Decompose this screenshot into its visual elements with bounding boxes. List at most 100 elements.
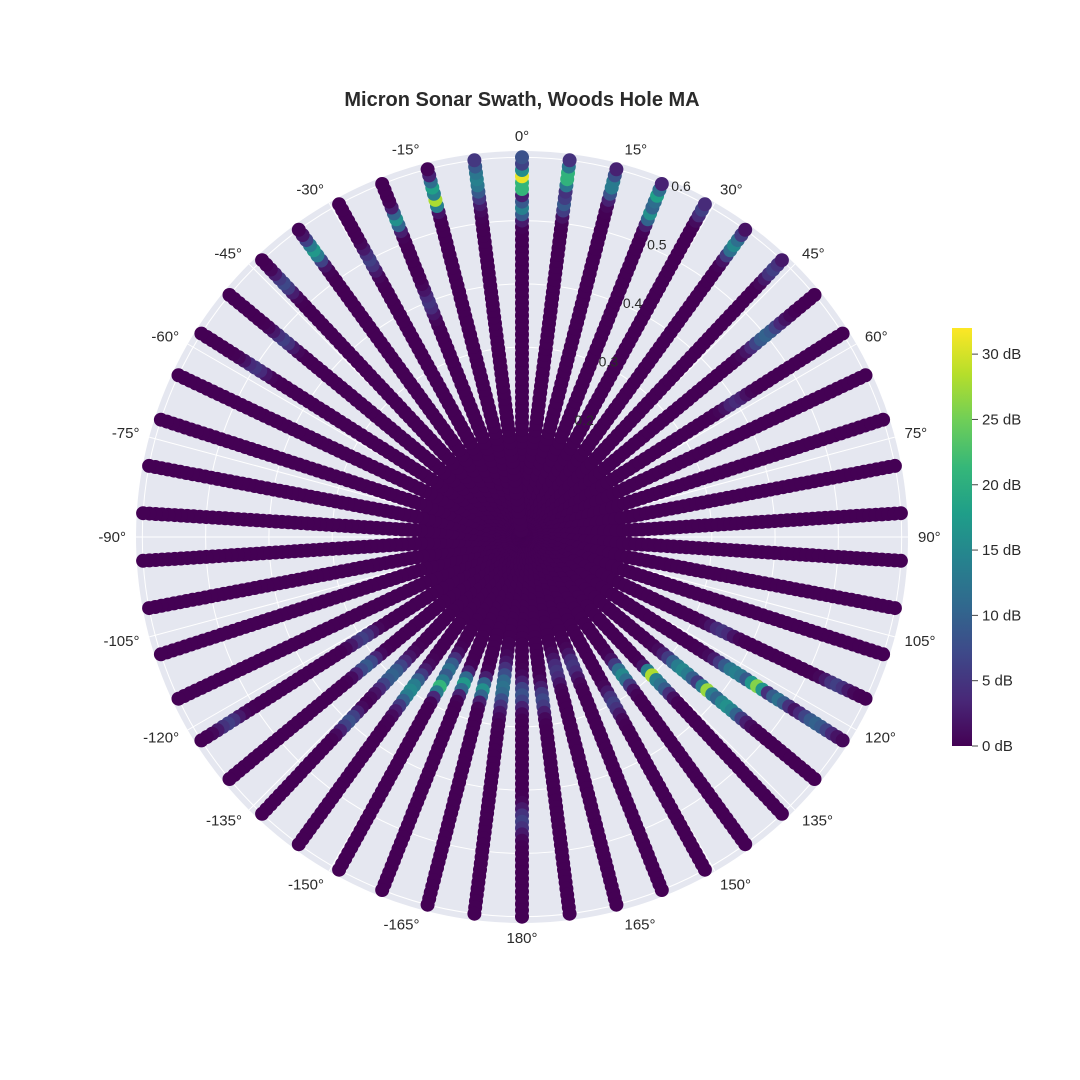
sonar-point <box>697 862 712 877</box>
sonar-point <box>171 368 186 383</box>
angular-tick-label: 135° <box>802 813 833 830</box>
sonar-point <box>562 906 577 921</box>
radial-tick-label: 0.4 <box>623 295 643 311</box>
angular-tick-label: -45° <box>214 246 242 263</box>
sonar-point <box>136 553 151 568</box>
angular-tick-label: 30° <box>720 182 743 199</box>
sonar-point <box>887 601 902 616</box>
angular-tick-label: 180° <box>506 930 537 947</box>
sonar-point <box>876 647 891 662</box>
radial-tick-label: 0.3 <box>599 354 619 370</box>
angular-tick-label: -75° <box>112 425 140 442</box>
radial-axis-labels: 0.2 0.3 0.4 0.5 0.6 <box>574 178 691 428</box>
sonar-point <box>332 862 347 877</box>
sonar-point <box>893 553 908 568</box>
radial-tick-label: 0.5 <box>647 237 667 253</box>
colorbar-tick-label: 5 dB <box>982 673 1013 690</box>
colorbar-tick-label: 15 dB <box>982 542 1021 559</box>
sonar-point <box>171 691 186 706</box>
angular-tick-label: -150° <box>288 876 324 893</box>
sonar-point <box>515 150 529 165</box>
sonar-point <box>222 772 237 786</box>
beam-37 <box>136 530 523 568</box>
colorbar-tick-label: 10 dB <box>982 607 1021 624</box>
angular-tick-label: -165° <box>383 916 419 933</box>
sonar-point <box>738 837 753 852</box>
sonar-point <box>153 412 168 427</box>
angular-tick-label: 150° <box>720 876 751 893</box>
beam-30 <box>291 535 526 852</box>
beam-34 <box>171 532 524 706</box>
sonar-point <box>774 806 789 821</box>
sonar-point <box>375 177 390 191</box>
angular-tick-label: 165° <box>625 916 656 933</box>
angular-tick-label: 60° <box>865 329 888 346</box>
sonar-point <box>467 906 482 921</box>
angular-tick-label: -120° <box>143 730 179 747</box>
radial-tick-label: 0.6 <box>671 178 691 194</box>
angular-axis-labels: 0° 15° 30° 45° 60° 75° 90° 105° 120° 135° 150° 165°… <box>98 128 940 947</box>
chart-title: Micron Sonar Swath, Woods Hole MA <box>344 89 699 111</box>
angular-tick-label: -135° <box>206 813 242 830</box>
angular-tick-label: 105° <box>905 633 936 650</box>
sonar-point <box>194 733 209 748</box>
beam-10 <box>521 412 891 542</box>
sonar-point <box>807 288 822 302</box>
beam-2 <box>516 162 624 538</box>
sonar-point <box>467 153 482 168</box>
angular-tick-label: 120° <box>865 730 896 747</box>
sonar-point <box>562 153 577 168</box>
sonar-point <box>835 326 850 341</box>
angular-tick-label: 90° <box>918 529 941 546</box>
sonar-point <box>609 162 624 177</box>
sonar-point <box>835 733 850 748</box>
sonar-point <box>375 883 390 897</box>
beam-47 <box>375 177 527 539</box>
beam-6 <box>519 253 789 540</box>
sonar-point <box>858 368 873 383</box>
colorbar-gradient <box>952 328 972 746</box>
sonar-point <box>136 506 151 521</box>
angular-tick-label: 15° <box>625 142 648 159</box>
colorbar-tick-label: 0 dB <box>982 738 1013 755</box>
sonar-point <box>893 506 908 521</box>
sonar-point <box>291 837 306 852</box>
sonar-point <box>142 601 157 616</box>
sonar-point <box>420 897 435 912</box>
angular-tick-label: 75° <box>905 425 928 442</box>
colorbar-ticks: 0 dB 5 dB 10 dB 15 dB 20 dB 25 dB 30 dB <box>972 346 1021 755</box>
sonar-point <box>887 458 902 473</box>
sonar-point <box>332 197 347 212</box>
sonar-point <box>807 772 822 786</box>
colorbar: 0 dB 5 dB 10 dB 15 dB 20 dB 25 dB 30 dB <box>952 328 1021 755</box>
angular-tick-label: -60° <box>151 329 179 346</box>
colorbar-tick-label: 20 dB <box>982 477 1021 494</box>
angular-tick-label: -15° <box>392 142 420 159</box>
sonar-point <box>858 691 873 706</box>
angular-tick-label: 45° <box>802 246 825 263</box>
sonar-point <box>515 909 529 924</box>
sonar-point <box>654 177 669 191</box>
sonar-point <box>609 897 624 912</box>
sonar-point <box>774 253 789 268</box>
sonar-point <box>876 412 891 427</box>
sonar-point <box>420 162 435 177</box>
sonar-point <box>291 222 306 237</box>
sonar-point <box>153 647 168 662</box>
sonar-point <box>194 326 209 341</box>
sonar-point <box>222 288 237 302</box>
beam-49 <box>467 153 529 538</box>
sonar-point <box>255 253 270 268</box>
sonar-point <box>738 222 753 237</box>
sonar-point <box>142 458 157 473</box>
beam-35 <box>153 532 523 662</box>
sonar-point <box>255 806 270 821</box>
colorbar-tick-label: 30 dB <box>982 346 1021 363</box>
angular-tick-label: -105° <box>103 633 139 650</box>
sonar-beams <box>136 150 908 924</box>
angular-tick-label: -90° <box>98 529 126 546</box>
angular-tick-label: 0° <box>515 128 529 145</box>
sonar-point <box>697 197 712 212</box>
angular-tick-label: -30° <box>296 182 324 199</box>
